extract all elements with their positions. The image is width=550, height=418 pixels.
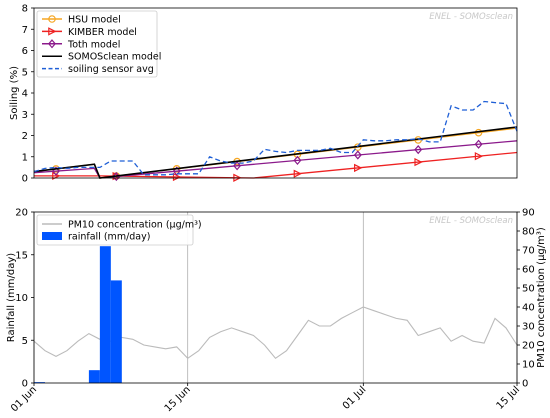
y-tick-label: 6 [22,46,28,57]
data-point-toth-model [474,139,483,149]
series-line-kimber-model [34,151,518,179]
y-tick-label: 0 [22,174,28,185]
legend-label: soiling sensor avg [68,64,154,75]
data-point-toth-model [172,166,181,176]
legend-box [36,214,194,246]
rainfall-bar [110,280,122,383]
y2-tick-label: 50 [522,284,535,295]
rainfall-pm10-chart: ENEL - SOMOsclean 0 5 10 15 20 0 10 20 30 40 50 60 70… [6,208,547,415]
rainfall-bar [34,382,45,383]
legend-label: rainfall (mm/day) [68,232,150,243]
y-tick-label: 8 [22,4,28,15]
y-tick-label: 1 [22,152,28,163]
data-point-toth-model [414,145,423,155]
y-tick-label: 15 [15,250,28,261]
y2-tick-label: 80 [522,227,535,238]
y-tick-label: 5 [22,336,28,347]
y2-axis-label: PM10 concentration (μg/m³) [536,227,547,368]
rainfall-bar [99,246,111,383]
x-tick-label: 15 Jul [495,384,523,412]
y2-tick-label: 60 [522,265,535,276]
series-line-soiling-sensor-avg [33,100,518,176]
data-point-kimber-model [474,152,484,161]
watermark: ENEL - SOMOsclean [429,216,513,226]
y-axis-label: Soiling (%) [9,66,20,120]
series-line-somosclean-model [33,126,518,179]
legend-label: KIMBER model [68,27,137,38]
x-tick-label: 01 Jul [341,384,369,412]
y-axis-label: Rainfall (mm/day) [6,253,17,343]
legend-swatch-rainfall [42,232,62,240]
legend-marker-kimber-model [48,27,57,36]
legend-label: Toth model [67,39,120,50]
legend-label: SOMOSclean model [68,52,161,63]
y2-tick-label: 20 [522,341,535,352]
y-tick-label: 4 [22,89,28,100]
rainfall-bar [88,370,100,383]
watermark: ENEL - SOMOsclean [429,12,513,22]
y-tick-label: 0 [22,379,28,390]
y-tick-label: 3 [22,110,28,121]
y-tick-label: 10 [15,293,28,304]
y-tick-label: 7 [22,25,28,36]
y-tick-label: 20 [15,208,28,219]
data-point-kimber-model [293,169,302,178]
y-tick-label: 2 [22,131,28,142]
x-tick-label: 15 Jun [163,384,193,414]
legend-label: HSU model [68,15,121,26]
y2-tick-label: 0 [522,379,528,390]
y2-tick-label: 90 [522,208,535,219]
y2-tick-label: 70 [522,246,535,257]
y2-tick-label: 40 [522,303,535,314]
legend-label: PM10 concentration (μg/m³) [68,220,202,231]
data-point-toth-model [293,155,302,166]
data-point-toth-model [353,150,362,160]
legend-marker-hsu-model [48,15,56,23]
legend-marker-toth-model [48,39,56,49]
data-point-toth-model [233,161,242,171]
y-tick-label: 5 [22,67,28,78]
data-point-kimber-model [414,157,423,167]
y2-tick-label: 30 [522,322,535,333]
data-point-kimber-model [354,163,363,173]
legend-box [36,10,158,78]
soiling-chart: ENEL - SOMOsclean 0 1 2 3 4 5 6 7 8 Soiling (%) HSU… [9,4,518,185]
y2-tick-label: 10 [522,360,535,371]
